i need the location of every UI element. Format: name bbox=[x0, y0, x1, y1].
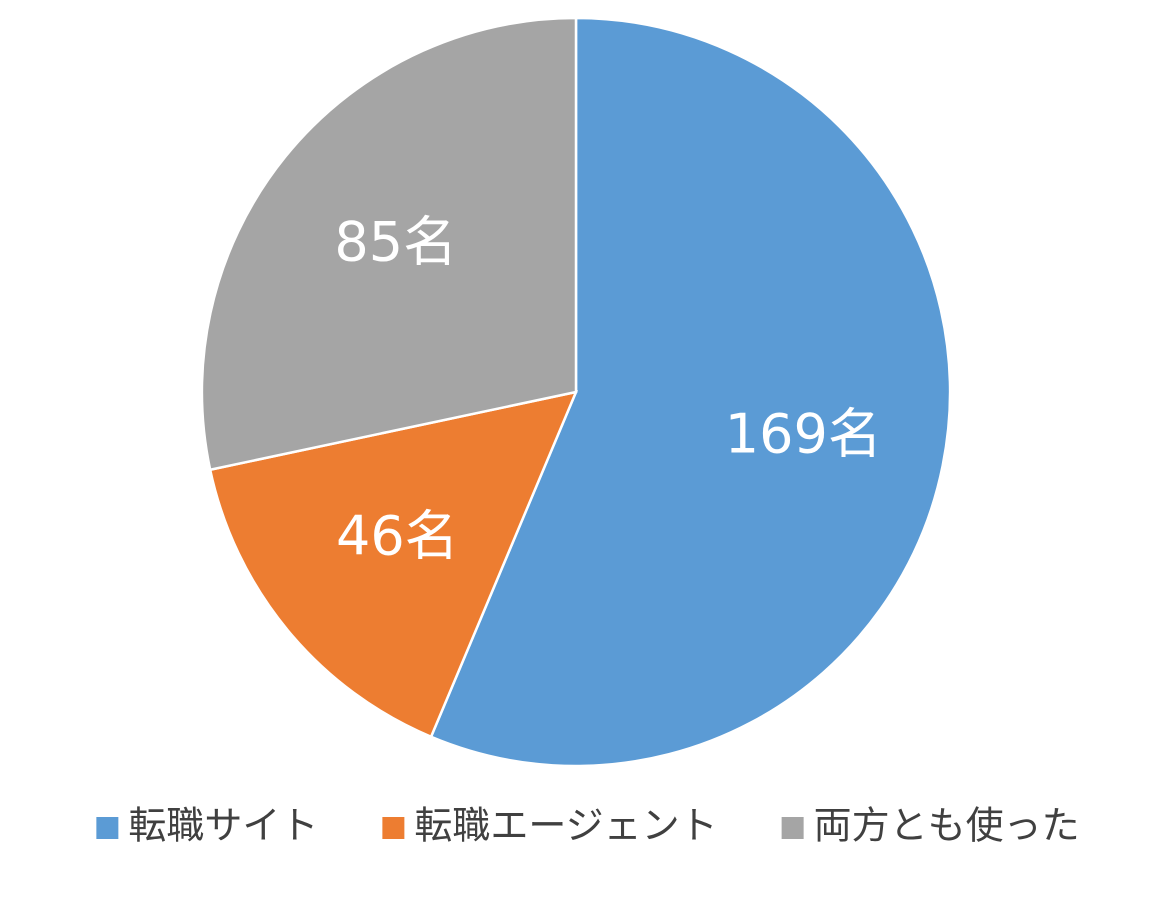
legend-label: 転職サイト bbox=[128, 804, 318, 848]
legend: 転職サイト 転職エージェント 両方とも使った bbox=[96, 804, 1080, 848]
legend-swatch bbox=[382, 817, 405, 839]
legend-label: 転職エージェント bbox=[414, 804, 717, 848]
legend-swatch bbox=[96, 817, 119, 839]
pie-slice bbox=[208, 390, 579, 739]
data-label: 169名 bbox=[725, 402, 882, 465]
legend-label: 両方とも使った bbox=[814, 804, 1080, 848]
data-label: 46名 bbox=[336, 504, 459, 567]
legend-swatch bbox=[781, 817, 804, 839]
pie-slice bbox=[429, 16, 952, 768]
pie-slice bbox=[200, 16, 578, 472]
data-label: 85名 bbox=[334, 211, 457, 274]
